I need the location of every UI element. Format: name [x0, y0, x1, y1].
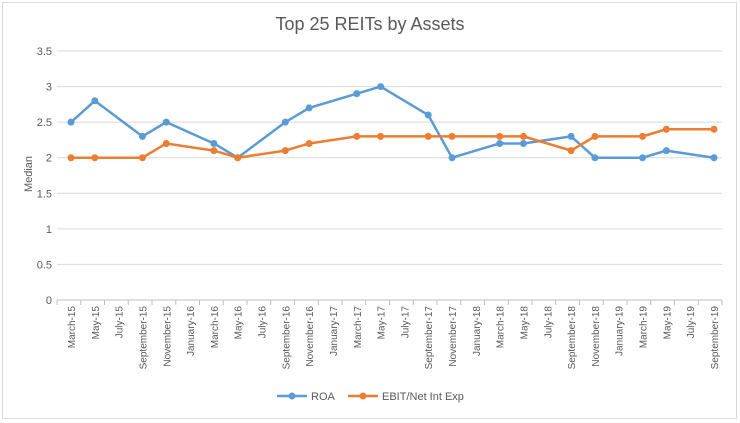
- data-point: [138, 132, 146, 140]
- data-point: [424, 111, 432, 119]
- x-tick-label: January-17: [329, 306, 340, 356]
- data-point: [710, 154, 718, 162]
- data-point: [639, 132, 647, 140]
- data-point: [305, 104, 313, 112]
- chart-title: Top 25 REITs by Assets: [275, 14, 464, 34]
- x-tick-label: March-19: [639, 306, 650, 349]
- x-tick-label: January-19: [615, 306, 626, 356]
- x-tick-label: July-19: [686, 306, 697, 339]
- data-point: [234, 154, 242, 162]
- data-point: [639, 154, 647, 162]
- x-tick-label: March-17: [353, 306, 364, 349]
- data-point: [662, 125, 670, 133]
- data-point: [91, 97, 99, 105]
- data-point: [210, 147, 218, 155]
- x-tick-label: January-16: [186, 306, 197, 356]
- data-point: [567, 132, 575, 140]
- x-tick-label: July-15: [115, 306, 126, 339]
- chart-area: [2, 2, 737, 419]
- y-tick-label: 1.5: [37, 188, 52, 200]
- data-point: [591, 154, 599, 162]
- data-point: [67, 118, 75, 126]
- data-point: [281, 118, 289, 126]
- series-group: [67, 83, 718, 162]
- x-tick-label: March-18: [496, 306, 507, 349]
- data-point: [496, 132, 504, 140]
- data-point: [519, 132, 527, 140]
- legend-label-0: ROA: [311, 391, 336, 403]
- data-point: [138, 154, 146, 162]
- x-tick-label: July-17: [400, 306, 411, 339]
- data-point: [710, 125, 718, 133]
- x-tick-labels: March-15 May-15 July-15 September-15 Novembe…: [67, 306, 721, 370]
- data-point: [353, 90, 361, 98]
- legend-label-1: EBIT/Net Int Exp: [382, 391, 464, 403]
- data-point: [519, 139, 527, 147]
- x-tick-label: November-15: [162, 306, 173, 367]
- x-axis: [56, 299, 723, 305]
- y-tick-label: 2: [46, 153, 52, 165]
- y-tick-label: 3.5: [37, 46, 52, 58]
- y-axis-label: Median: [23, 156, 35, 192]
- data-point: [210, 139, 218, 147]
- data-point: [567, 147, 575, 155]
- data-point: [591, 132, 599, 140]
- y-tick-label: 2.5: [37, 117, 52, 129]
- x-tick-label: May-17: [377, 306, 388, 340]
- data-point: [162, 139, 170, 147]
- data-point: [424, 132, 432, 140]
- y-tick-label: 0.5: [37, 259, 52, 271]
- x-tick-label: March-16: [210, 306, 221, 349]
- legend-marker-1: [359, 392, 367, 400]
- x-tick-label: May-19: [662, 306, 673, 340]
- x-tick-label: November-16: [305, 306, 316, 367]
- x-tick-label: September-17: [424, 306, 435, 370]
- x-tick-label: September-16: [281, 306, 292, 370]
- data-point: [162, 118, 170, 126]
- y-tick-labels: 0 0.5 1 1.5 2 2.5 3 3.5: [37, 46, 52, 307]
- x-tick-label: May-18: [519, 306, 530, 340]
- x-tick-label: September-18: [567, 306, 578, 370]
- data-point: [377, 132, 385, 140]
- x-tick-label: July-16: [258, 306, 269, 339]
- x-tick-label: May-15: [91, 306, 102, 340]
- data-point: [91, 154, 99, 162]
- data-point: [496, 139, 504, 147]
- x-tick-label: September-15: [138, 306, 149, 370]
- data-point: [448, 154, 456, 162]
- y-tick-label: 3: [46, 82, 52, 94]
- data-point: [353, 132, 361, 140]
- data-point: [377, 83, 385, 91]
- data-point: [281, 147, 289, 155]
- x-tick-label: January-18: [472, 306, 483, 356]
- x-tick-label: July-18: [543, 306, 554, 339]
- x-tick-label: September-19: [710, 306, 721, 370]
- y-tick-label: 0: [46, 295, 52, 307]
- x-tick-label: November-18: [591, 306, 602, 367]
- data-point: [448, 132, 456, 140]
- x-tick-label: May-16: [234, 306, 245, 340]
- y-tick-label: 1: [46, 224, 52, 236]
- x-tick-label: November-17: [448, 306, 459, 367]
- data-point: [305, 139, 313, 147]
- data-point: [67, 154, 75, 162]
- legend-marker-0: [288, 392, 296, 400]
- legend: ROA EBIT/Net Int Exp: [277, 391, 464, 403]
- x-tick-label: March-15: [67, 306, 78, 349]
- data-point: [662, 147, 670, 155]
